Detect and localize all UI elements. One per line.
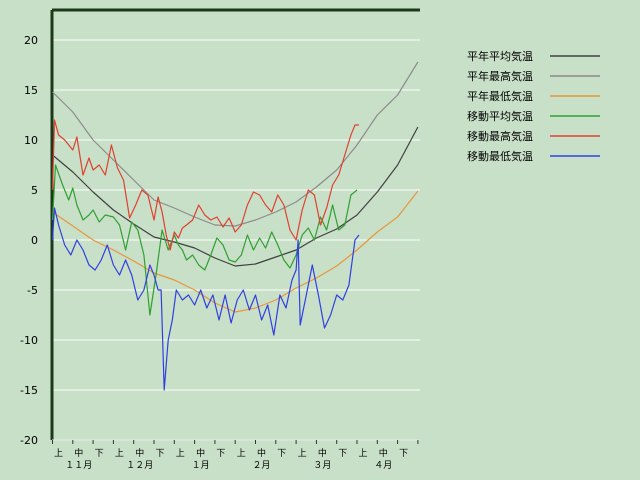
x-period-label: 下 — [399, 449, 408, 459]
x-month-label: １月 — [192, 460, 210, 471]
x-tick-labels: 上中下上中下上中下上中下上中下上中下１１月 １２月 １月 ２月 ３月 ４月 — [54, 447, 408, 471]
x-period-label: 中 — [196, 447, 205, 459]
x-period-label: 中 — [379, 447, 388, 459]
x-period-label: 中 — [318, 447, 327, 459]
x-period-label: 上 — [115, 448, 124, 459]
legend-label: 移動最低気温 — [467, 149, 533, 163]
x-month-label: ２月 — [252, 460, 270, 471]
x-period-label: 上 — [358, 448, 367, 459]
legend-label: 平年最高気温 — [467, 69, 533, 83]
x-month-label: ３月 — [313, 460, 331, 471]
x-period-label: 上 — [54, 448, 63, 459]
y-tick-label: 20 — [24, 34, 38, 47]
series-line — [51, 119, 359, 251]
series-line — [51, 207, 360, 391]
y-tick-label: 5 — [31, 184, 38, 197]
series-line — [52, 190, 419, 313]
x-month-label: ４月 — [374, 460, 392, 471]
x-period-label: 中 — [257, 447, 266, 459]
axes — [50, 8, 420, 444]
y-tick-label: -20 — [20, 434, 38, 447]
grid — [52, 39, 420, 391]
x-period-label: 下 — [155, 449, 164, 459]
y-tick-label: 10 — [24, 134, 38, 147]
x-period-label: 下 — [95, 449, 104, 459]
y-tick-label: -5 — [27, 284, 38, 297]
series-lines — [51, 61, 419, 391]
y-tick-label: -15 — [20, 384, 38, 397]
series-line — [51, 164, 358, 316]
y-tick-label: -10 — [20, 334, 38, 347]
x-period-label: 上 — [237, 448, 246, 459]
legend-label: 移動最高気温 — [467, 129, 533, 143]
legend-label: 平年最低気温 — [467, 89, 533, 103]
x-period-label: 中 — [135, 447, 144, 459]
x-period-label: 下 — [216, 449, 225, 459]
x-period-label: 上 — [298, 448, 307, 459]
legend-label: 移動平均気温 — [467, 109, 533, 123]
x-month-label: １１月 — [65, 460, 92, 471]
series-line — [52, 126, 419, 267]
legend-label: 平年平均気温 — [467, 49, 533, 63]
x-month-label: １２月 — [126, 460, 153, 471]
x-period-label: 上 — [176, 448, 185, 459]
y-tick-label: 15 — [24, 84, 38, 97]
x-period-label: 下 — [338, 449, 347, 459]
y-tick-label: 0 — [31, 234, 38, 247]
y-tick-labels: -20 -15 -10 -5 0 5 10 15 20 — [20, 34, 38, 447]
x-period-label: 中 — [74, 447, 83, 459]
series-line — [52, 61, 419, 227]
x-period-label: 下 — [277, 449, 286, 459]
